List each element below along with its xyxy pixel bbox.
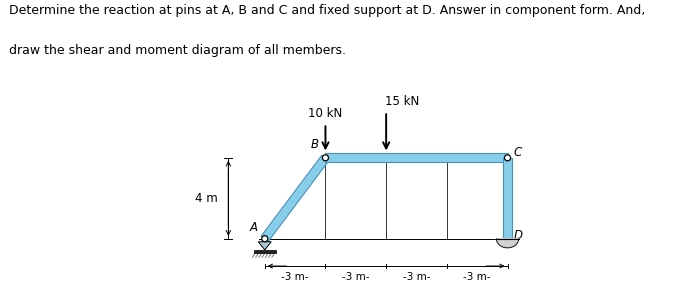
Circle shape [262,236,268,242]
Text: 10 kN: 10 kN [308,107,343,120]
Text: C: C [514,146,522,159]
Text: D: D [514,229,522,242]
Polygon shape [326,153,507,162]
Polygon shape [503,158,512,239]
Text: 15 kN: 15 kN [385,95,419,108]
Circle shape [505,155,511,161]
Polygon shape [258,242,271,250]
Polygon shape [497,239,518,248]
Text: 4 m: 4 m [195,192,219,205]
Text: Determine the reaction at pins at A, B and C and fixed support at D. Answer in c: Determine the reaction at pins at A, B a… [9,4,645,17]
Text: -3 m-: -3 m- [403,272,430,282]
Text: draw the shear and moment diagram of all members.: draw the shear and moment diagram of all… [9,44,346,57]
Text: A: A [250,221,257,234]
Text: -3 m-: -3 m- [342,272,370,282]
Text: B: B [310,138,318,151]
Polygon shape [261,155,329,241]
Text: -3 m-: -3 m- [464,272,491,282]
Circle shape [322,155,329,161]
Bar [253,250,276,253]
Text: -3 m-: -3 m- [281,272,309,282]
